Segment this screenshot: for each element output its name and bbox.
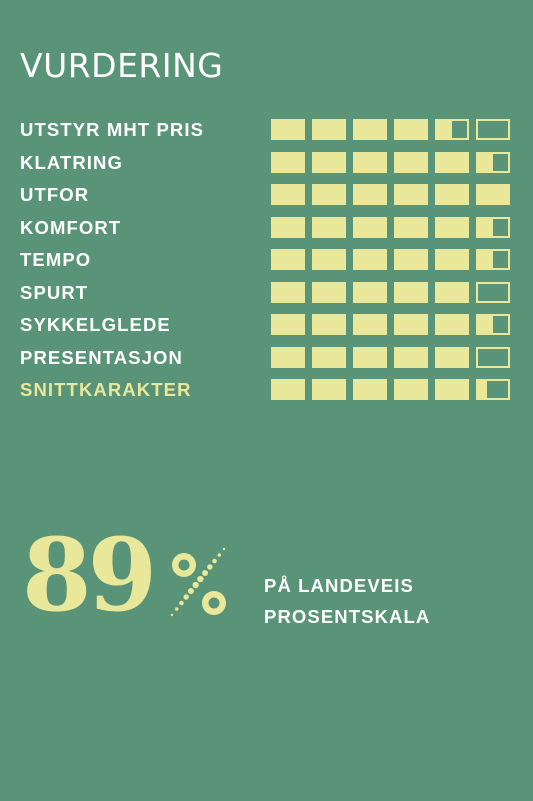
rating-box	[271, 281, 305, 303]
rating-box	[435, 379, 469, 400]
rating-box	[271, 184, 305, 205]
rating-box	[435, 119, 469, 140]
rating-box	[353, 151, 387, 173]
rating-boxes	[271, 216, 510, 238]
rating-label: UTSTYR MHT PRIS	[20, 119, 205, 140]
rating-box	[312, 281, 346, 303]
rating-box	[312, 379, 346, 400]
rating-boxes	[271, 379, 510, 400]
rating-label: SYKKELGLEDE	[20, 314, 171, 335]
rating-boxes	[271, 184, 510, 205]
score-percentage: 89	[22, 516, 157, 634]
rating-label: PRESENTASJON	[20, 346, 183, 368]
rating-box	[394, 281, 428, 303]
rating-box	[353, 119, 387, 140]
rating-box	[435, 184, 469, 205]
rating-box	[271, 314, 305, 335]
section-title: VURDERING	[20, 46, 224, 85]
rating-box	[312, 216, 346, 238]
rating-box	[476, 249, 510, 270]
rating-box	[476, 379, 510, 400]
rating-box	[271, 249, 305, 270]
rating-box	[476, 314, 510, 335]
rating-label: KOMFORT	[20, 216, 122, 238]
rating-box	[353, 249, 387, 270]
score-caption: PÅ LANDEVEIS PROSENTSKALA	[264, 570, 430, 632]
rating-box	[353, 346, 387, 368]
rating-boxes	[271, 119, 510, 140]
rating-label: UTFOR	[20, 184, 90, 205]
rating-box	[476, 184, 510, 205]
rating-box	[312, 314, 346, 335]
rating-label: TEMPO	[20, 249, 92, 270]
rating-row: PRESENTASJON	[20, 343, 515, 376]
percent-sign-icon	[170, 547, 226, 617]
rating-boxes	[271, 249, 510, 270]
rating-boxes	[271, 281, 510, 303]
rating-box	[435, 151, 469, 173]
rating-label: KLATRING	[20, 151, 123, 173]
rating-box	[353, 184, 387, 205]
rating-box	[312, 119, 346, 140]
rating-boxes	[271, 314, 510, 335]
rating-boxes	[271, 346, 510, 368]
rating-box	[435, 314, 469, 335]
rating-box	[394, 216, 428, 238]
rating-box	[435, 346, 469, 368]
rating-box	[312, 184, 346, 205]
rating-box	[476, 281, 510, 303]
rating-box	[476, 151, 510, 173]
rating-box	[394, 314, 428, 335]
rating-box	[476, 216, 510, 238]
rating-box	[353, 216, 387, 238]
rating-label: SNITTKARAKTER	[20, 379, 192, 400]
rating-box	[394, 184, 428, 205]
rating-box	[394, 346, 428, 368]
rating-row: SPURT	[20, 278, 515, 311]
rating-label: SPURT	[20, 281, 89, 303]
rating-box	[394, 151, 428, 173]
rating-box	[271, 119, 305, 140]
ratings-list: UTSTYR MHT PRIS KLATRING UTFOR KOMFORT TEMPO…	[20, 115, 515, 408]
rating-row: KOMFORT	[20, 213, 515, 246]
rating-box	[271, 216, 305, 238]
rating-box	[394, 249, 428, 270]
rating-box	[476, 119, 510, 140]
rating-box	[312, 151, 346, 173]
rating-box	[394, 119, 428, 140]
rating-box	[312, 249, 346, 270]
rating-box	[353, 314, 387, 335]
rating-row: UTSTYR MHT PRIS	[20, 115, 515, 148]
caption-line-1: PÅ LANDEVEIS	[264, 575, 414, 596]
rating-box	[435, 249, 469, 270]
rating-box	[312, 346, 346, 368]
rating-boxes	[271, 151, 510, 173]
rating-row: TEMPO	[20, 245, 515, 278]
caption-line-2: PROSENTSKALA	[264, 606, 431, 627]
rating-box	[435, 281, 469, 303]
rating-box	[353, 379, 387, 400]
rating-row: SNITTKARAKTER	[20, 375, 515, 408]
rating-box	[435, 216, 469, 238]
rating-row: SYKKELGLEDE	[20, 310, 515, 343]
rating-row: UTFOR	[20, 180, 515, 213]
rating-box	[394, 379, 428, 400]
rating-box	[353, 281, 387, 303]
rating-box	[476, 346, 510, 368]
rating-box	[271, 346, 305, 368]
rating-box	[271, 379, 305, 400]
rating-row: KLATRING	[20, 148, 515, 181]
rating-box	[271, 151, 305, 173]
